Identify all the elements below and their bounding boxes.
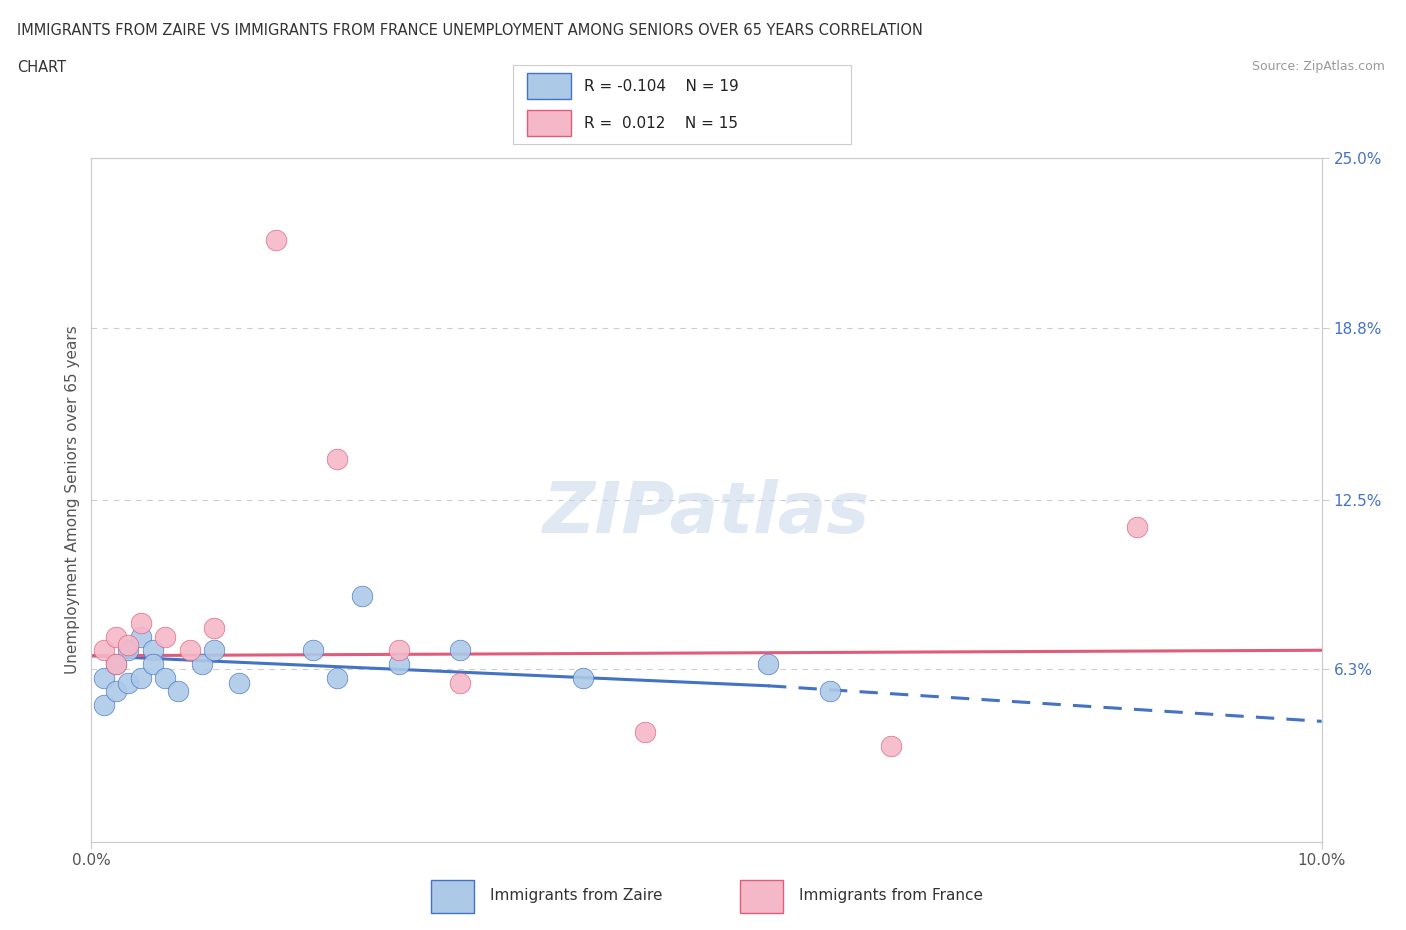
Point	[880, 738, 903, 753]
Point	[142, 657, 165, 671]
Point	[326, 451, 349, 466]
Point	[634, 724, 657, 739]
Point	[228, 675, 250, 690]
Point	[388, 643, 411, 658]
Point	[117, 675, 139, 690]
Point	[202, 621, 225, 636]
Point	[105, 630, 127, 644]
FancyBboxPatch shape	[527, 73, 571, 100]
Point	[166, 684, 188, 698]
Point	[449, 643, 471, 658]
Point	[264, 232, 287, 247]
Point	[105, 684, 127, 698]
Text: CHART: CHART	[17, 60, 66, 75]
Point	[449, 675, 471, 690]
Point	[301, 643, 323, 658]
Text: Immigrants from Zaire: Immigrants from Zaire	[489, 887, 662, 903]
Text: Source: ZipAtlas.com: Source: ZipAtlas.com	[1251, 60, 1385, 73]
Point	[129, 616, 152, 631]
Point	[142, 643, 165, 658]
Point	[93, 643, 115, 658]
FancyBboxPatch shape	[527, 110, 571, 137]
Point	[129, 630, 152, 644]
Text: ZIPatlas: ZIPatlas	[543, 479, 870, 548]
Point	[191, 657, 214, 671]
Point	[129, 671, 152, 685]
Text: Immigrants from France: Immigrants from France	[799, 887, 983, 903]
Text: R = -0.104    N = 19: R = -0.104 N = 19	[583, 79, 738, 94]
Point	[350, 588, 373, 603]
Point	[93, 671, 115, 685]
FancyBboxPatch shape	[430, 880, 474, 913]
Point	[1126, 520, 1149, 535]
Point	[179, 643, 201, 658]
Point	[105, 657, 127, 671]
Point	[388, 657, 411, 671]
Point	[153, 671, 177, 685]
Text: IMMIGRANTS FROM ZAIRE VS IMMIGRANTS FROM FRANCE UNEMPLOYMENT AMONG SENIORS OVER : IMMIGRANTS FROM ZAIRE VS IMMIGRANTS FROM…	[17, 23, 922, 38]
Point	[326, 671, 349, 685]
Point	[153, 630, 177, 644]
Point	[105, 657, 127, 671]
Point	[818, 684, 841, 698]
Point	[202, 643, 225, 658]
Point	[117, 643, 139, 658]
Point	[93, 698, 115, 712]
Y-axis label: Unemployment Among Seniors over 65 years: Unemployment Among Seniors over 65 years	[65, 326, 80, 674]
Point	[572, 671, 595, 685]
FancyBboxPatch shape	[740, 880, 783, 913]
Point	[756, 657, 779, 671]
Text: R =  0.012    N = 15: R = 0.012 N = 15	[583, 116, 738, 131]
Point	[117, 637, 139, 652]
